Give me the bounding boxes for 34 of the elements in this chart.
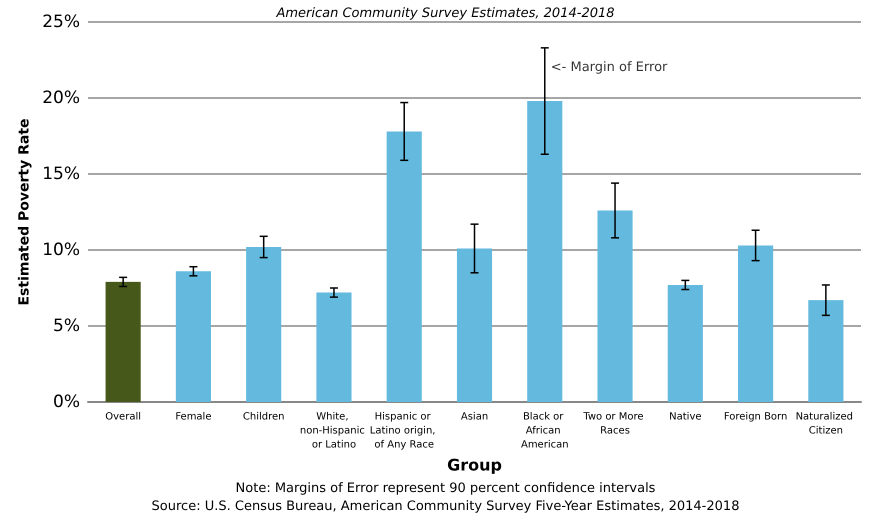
annotation: <- Margin of Error <box>550 60 668 76</box>
bar <box>316 292 352 402</box>
x-tick-label: Asian <box>460 412 488 422</box>
x-tick-label: Native <box>669 412 702 422</box>
bar <box>246 246 282 402</box>
y-axis-title: Estimated Poverty Rate <box>16 118 32 306</box>
x-tick-label: Female <box>175 412 212 422</box>
bar <box>668 284 703 402</box>
bar <box>106 282 141 402</box>
x-axis-title: Group <box>447 455 502 474</box>
y-tick-label: 0% <box>53 392 80 412</box>
x-tick-label: Naturalized Citizen <box>796 412 856 436</box>
bar <box>597 210 633 402</box>
x-tick-label: Black or African American <box>520 412 569 450</box>
x-tick-label: Foreign Born <box>724 412 788 422</box>
y-tick-label: 20% <box>42 88 80 108</box>
x-tick-label: Two or More Races <box>582 412 647 436</box>
y-tick-label: 5% <box>53 316 80 336</box>
source-note: Source: U.S. Census Bureau, American Community Survey Five-Year Estimates, 2014-2018 <box>152 499 740 514</box>
y-tick-label: 25% <box>42 12 80 32</box>
bar <box>176 271 211 402</box>
bar <box>456 248 492 402</box>
y-tick-label: 10% <box>42 240 80 260</box>
x-tick-label: White, non-Hispanic or Latino <box>300 412 368 450</box>
bar <box>808 300 844 402</box>
bar <box>738 245 774 402</box>
x-tick-label: Children <box>242 412 284 422</box>
chart-title: American Community Survey Estimates, 2014-2018 <box>275 6 615 21</box>
bar <box>386 131 422 402</box>
x-tick-label: Overall <box>105 412 142 422</box>
x-tick-label: Hispanic or Latino origin, of Any Race <box>370 412 439 450</box>
text: Note: Margins of Error represent 90 percent confidence intervals <box>236 481 656 496</box>
y-tick-label: 15% <box>42 164 80 184</box>
bar <box>527 101 562 402</box>
